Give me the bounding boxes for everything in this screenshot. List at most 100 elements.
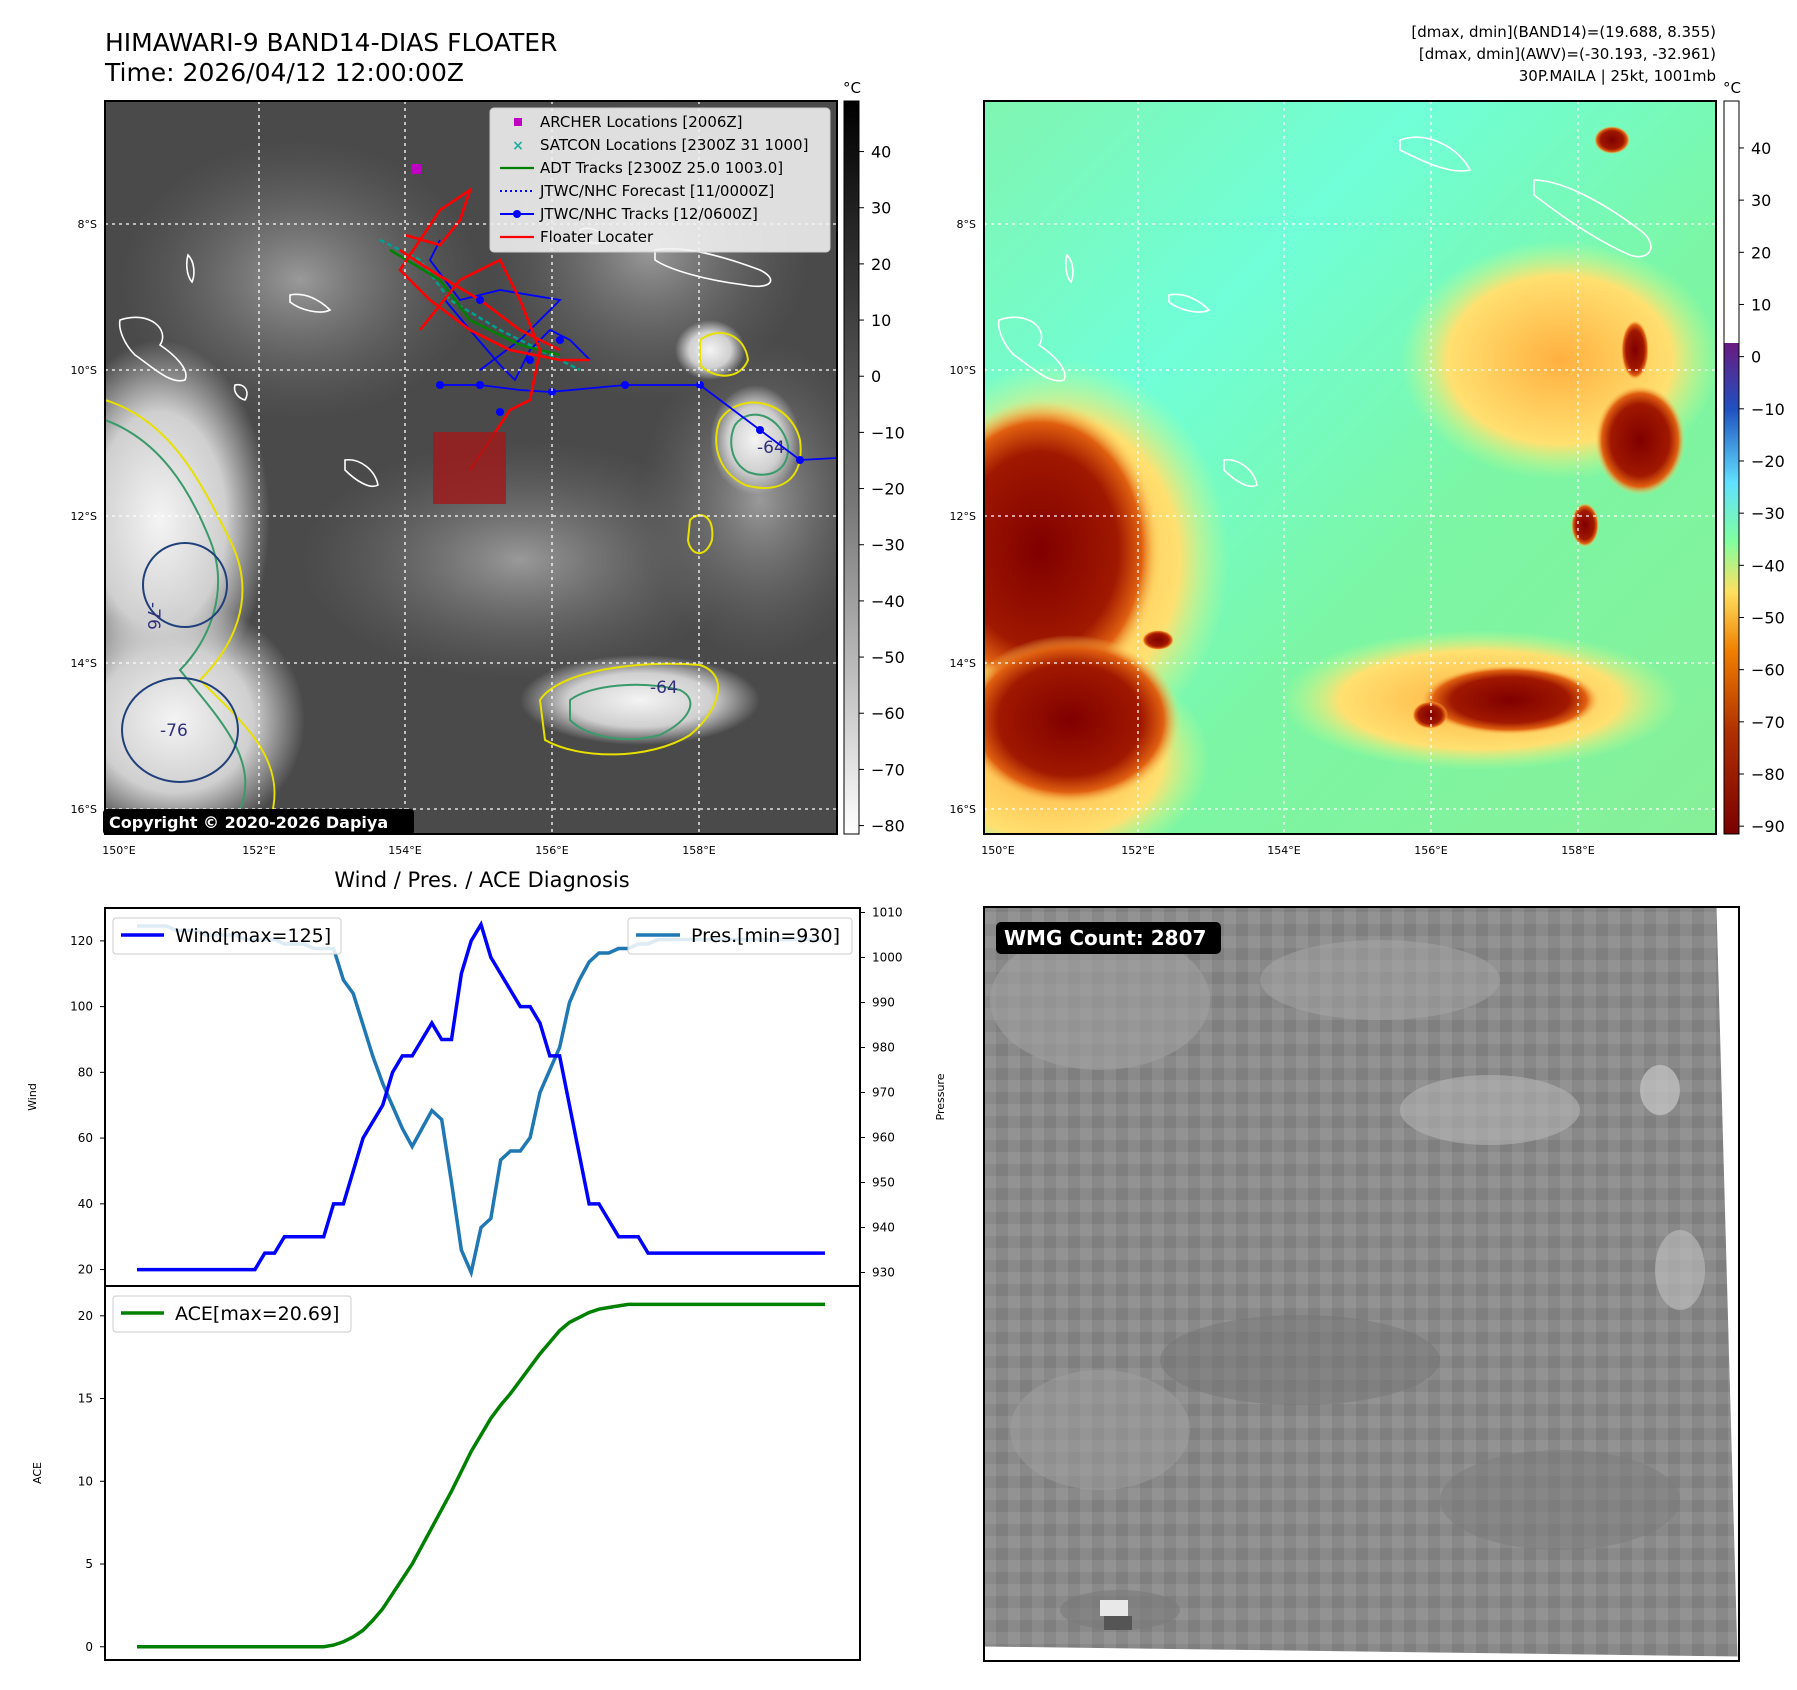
colorbar-tick-label: 30 <box>1751 191 1771 210</box>
ir-gridlines <box>105 101 837 834</box>
wind-tick-label: 100 <box>70 1000 93 1014</box>
colorbar-tick-label: −60 <box>871 704 905 723</box>
floater-box <box>433 432 506 504</box>
ace-chart: 0 5 10 15 20 ACE ACE[max=20.69] <box>31 1285 861 1661</box>
pressure-tick-label: 1010 <box>872 906 903 920</box>
map-axis-labels: 8°S 10°S 12°S 14°S 16°S 150°E 152°E 154°E 156°E 1… <box>71 218 1595 857</box>
lon-label: 154°E <box>388 844 421 857</box>
ir-contour-label-4: -64 <box>757 438 785 458</box>
wind-axis-label: Wind <box>26 1083 39 1111</box>
colorbar-tick-label: 40 <box>871 143 891 162</box>
colorbar-tick-label: −30 <box>1751 504 1785 523</box>
ace-plot-frame <box>104 1285 861 1661</box>
pressure-tick-label: 1000 <box>872 951 903 965</box>
lon-label: 150°E <box>981 844 1014 857</box>
ir-cloud-east <box>520 655 760 745</box>
copyright-badge <box>103 809 414 835</box>
lat-label: 8°S <box>78 218 97 231</box>
awv-gridlines <box>984 101 1716 834</box>
wind-pressure-chart: 20 40 60 80 100 120 930 940 950 960 970 980 990 1000… <box>26 906 947 1287</box>
awv-island-1 <box>997 316 1066 382</box>
lat-label: 10°S <box>71 364 97 377</box>
figure-time: Time: 2026/04/12 12:00:00Z <box>104 58 464 87</box>
diagnosis-title: Wind / Pres. / ACE Diagnosis <box>334 868 629 892</box>
wmg-panel: WMG Count: 2807 <box>983 906 1740 1662</box>
awv-warm-core-west <box>984 400 1160 700</box>
awv-colorbar-unit: °C <box>1723 79 1741 97</box>
lon-label: 150°E <box>102 844 135 857</box>
wmg-count-badge <box>996 922 1221 954</box>
ir-colorbar <box>843 100 860 835</box>
pressure-legend: Pres.[min=930] <box>627 917 853 955</box>
colorbar-tick-label: −10 <box>871 423 905 442</box>
info-awv: [dmax, dmin](AWV)=(-30.193, -32.961) <box>1419 45 1716 63</box>
jtwc-track-points <box>436 296 804 464</box>
lon-label: 156°E <box>1414 844 1447 857</box>
wmg-count-text: WMG Count: 2807 <box>1004 926 1206 950</box>
colorbar-tick-label: 0 <box>871 367 881 386</box>
lon-label: 152°E <box>1121 844 1154 857</box>
lat-label: 12°S <box>950 510 976 523</box>
lat-label: 8°S <box>957 218 976 231</box>
wind-plot-frame <box>104 907 861 1287</box>
pressure-tick-label: 970 <box>872 1086 895 1100</box>
pressure-tick-label: 960 <box>872 1131 895 1145</box>
colorbar-tick-label: −70 <box>871 760 905 779</box>
wind-tick-label: 80 <box>78 1065 93 1079</box>
wmg-frame <box>983 906 1740 1662</box>
copyright-text: Copyright © 2020-2026 Dapiya <box>109 813 388 832</box>
awv-panel: °C 40 30 20 10 0 −10 −20 −30 −40 −50 −60 −70 −80 −90 <box>983 79 1785 836</box>
awv-warm-core-southeast <box>1420 665 1600 735</box>
pressure-tick-label: 930 <box>872 1266 895 1280</box>
info-band14: [dmax, dmin](BAND14)=(19.688, 8.355) <box>1411 23 1716 41</box>
colorbar-tick-label: −50 <box>1751 608 1785 627</box>
awv-colorbar-ticks: 40 30 20 10 0 −10 −20 −30 −40 −50 −60 −70 −80 −90 <box>1739 139 1785 836</box>
legend-label: Floater Locater <box>540 228 654 246</box>
wind-tick-label: 20 <box>78 1263 93 1277</box>
colorbar-tick-label: −80 <box>871 817 905 836</box>
lat-label: 14°S <box>71 657 97 670</box>
wmg-bright-pixel <box>1100 1600 1128 1616</box>
legend-label: SATCON Locations [2300Z 31 1000] <box>540 136 808 154</box>
lat-label: 16°S <box>71 803 97 816</box>
colorbar-tick-label: −30 <box>871 536 905 555</box>
ir-contour-label-2: -76 <box>160 721 188 741</box>
ace-axis-label: ACE <box>31 1462 44 1484</box>
colorbar-tick-label: 20 <box>871 255 891 274</box>
colorbar-tick-label: −50 <box>871 648 905 667</box>
colorbar-tick-label: −60 <box>1751 661 1785 680</box>
colorbar-tick-label: −40 <box>871 592 905 611</box>
lat-label: 10°S <box>950 364 976 377</box>
pressure-tick-label: 980 <box>872 1041 895 1055</box>
lon-label: 154°E <box>1267 844 1300 857</box>
colorbar-tick-label: 0 <box>1751 348 1761 367</box>
ir-contour-label-3: -64 <box>650 678 678 698</box>
lat-label: 12°S <box>71 510 97 523</box>
wind-tick-label: 60 <box>78 1131 93 1145</box>
ace-tick-label: 10 <box>78 1474 93 1488</box>
legend-swatch-satcon: × <box>512 138 524 154</box>
legend-label: JTWC/NHC Tracks [12/0600Z] <box>539 205 758 223</box>
wind-tick-label: 40 <box>78 1197 93 1211</box>
awv-colorbar <box>1723 100 1740 835</box>
ir-contour-label-1: -76 <box>143 602 163 630</box>
ir-colorbar-unit: °C <box>843 79 861 97</box>
ir-frame <box>104 100 838 835</box>
ir-panel: -76 -76 -64 -64 <box>103 79 905 836</box>
colorbar-tick-label: −20 <box>1751 452 1785 471</box>
ace-tick-label: 0 <box>85 1640 93 1654</box>
awv-warm-core-southwest <box>984 635 1180 805</box>
colorbar-tick-label: 20 <box>1751 243 1771 262</box>
colorbar-tick-label: −40 <box>1751 556 1785 575</box>
lat-label: 14°S <box>950 657 976 670</box>
wind-legend: Wind[max=125] <box>112 917 342 955</box>
lon-label: 156°E <box>535 844 568 857</box>
info-storm: 30P.MAILA | 25kt, 1001mb <box>1519 67 1716 85</box>
ir-colorbar-ticks: 40 30 20 10 0 −10 −20 −30 −40 −50 −60 −70 −80 <box>859 143 905 836</box>
ir-cloud-west-south <box>105 600 305 834</box>
pressure-tick-label: 990 <box>872 996 895 1010</box>
lon-label: 152°E <box>242 844 275 857</box>
legend-label: ARCHER Locations [2006Z] <box>540 113 743 131</box>
wind-tick-label: 120 <box>70 934 93 948</box>
